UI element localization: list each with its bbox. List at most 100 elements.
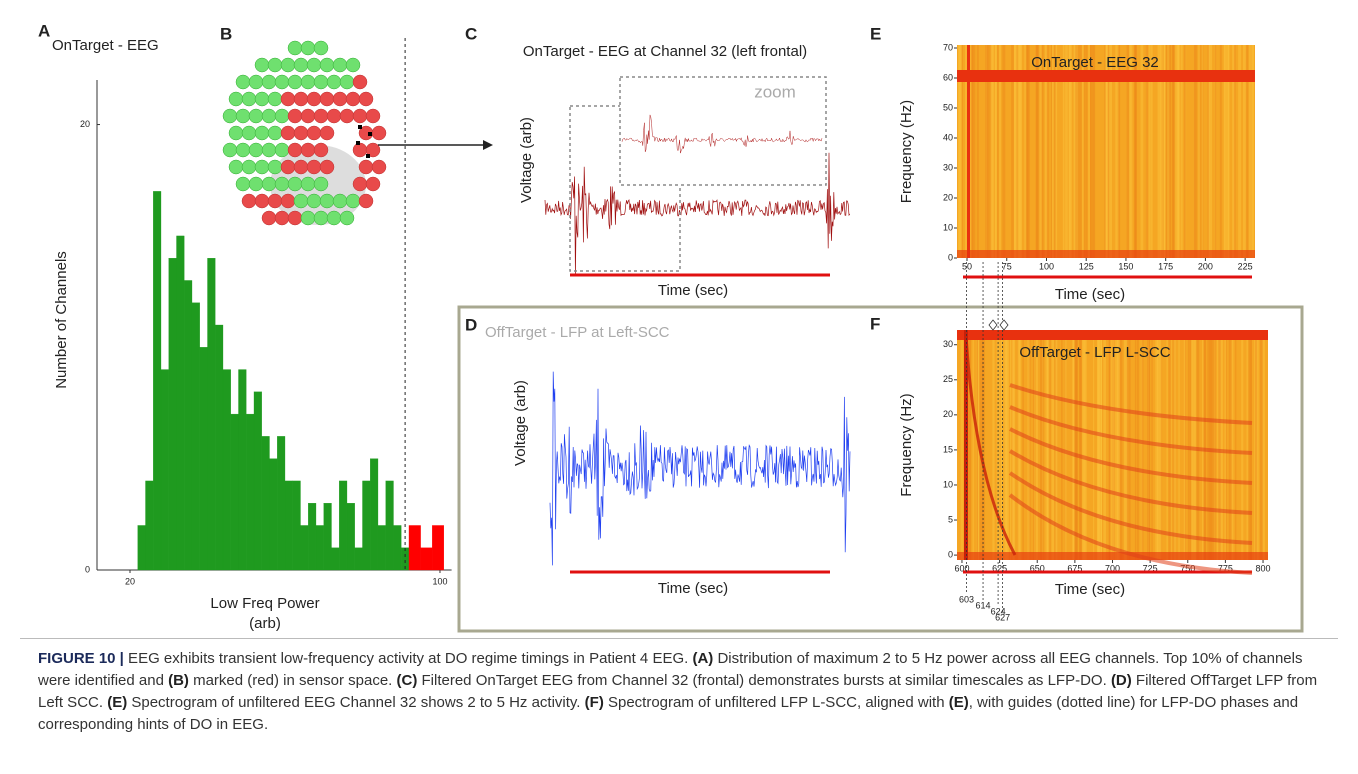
panel-title: OffTarget - LFP at Left-SCC <box>485 324 670 341</box>
x-tick-label: 20 <box>125 576 135 586</box>
spectrogram-texture <box>960 330 964 560</box>
spectrogram-texture <box>991 45 995 258</box>
spectrogram-texture <box>1014 45 1016 258</box>
spectrogram-texture <box>1062 45 1065 258</box>
caption-bold: (D) <box>1110 672 1132 689</box>
caption-text: marked (red) in sensor space. <box>188 672 397 689</box>
spectrogram-texture <box>1034 330 1036 560</box>
electrode <box>365 108 381 124</box>
spectrogram-texture <box>986 45 990 258</box>
x-tick-label: 125 <box>1079 261 1094 271</box>
spectrogram-texture <box>1004 330 1008 560</box>
electrode <box>371 125 387 141</box>
spectrogram-texture <box>1088 45 1091 258</box>
electrode-marker <box>368 132 372 136</box>
electrode <box>241 159 257 175</box>
spectrogram-texture <box>1165 45 1169 258</box>
electrode <box>261 74 277 90</box>
caption-text: Filtered OffTarget LFP from Left SCC. <box>38 672 1318 711</box>
electrode <box>228 125 244 141</box>
y-axis-label: Frequency (Hz) <box>898 100 915 203</box>
histogram-bar <box>191 302 200 571</box>
spectrogram-texture <box>1065 45 1068 258</box>
zoom-box <box>619 76 827 186</box>
spectrogram-texture <box>1225 330 1227 560</box>
electrode <box>358 91 374 107</box>
eeg-trace <box>544 152 851 276</box>
spectrogram-texture <box>1196 330 1199 560</box>
electrode <box>332 193 348 209</box>
electrode <box>222 108 238 124</box>
spectrogram-texture <box>964 45 968 258</box>
spectrogram-texture <box>1227 45 1230 258</box>
spectrogram-texture <box>1092 45 1095 258</box>
spectrogram-texture <box>972 330 974 560</box>
caption-text: Spectrogram of unfiltered LFP L-SCC, ali… <box>603 694 949 711</box>
spectrogram-texture <box>1209 45 1213 258</box>
electrode <box>254 91 270 107</box>
spectrogram-texture <box>1107 45 1110 258</box>
spectrogram-texture <box>1053 45 1056 258</box>
spectrogram-texture <box>1261 330 1265 560</box>
spectrogram-texture <box>1126 45 1130 258</box>
spectrogram-texture <box>1026 45 1029 258</box>
spectrogram-texture <box>1035 45 1038 258</box>
electrode <box>267 159 283 175</box>
electrode <box>267 193 283 209</box>
histogram-bar <box>370 458 379 571</box>
spectrogram-texture <box>1055 330 1058 560</box>
spectrogram-texture <box>1177 45 1181 258</box>
spectrogram-texture <box>1180 45 1183 258</box>
spectrogram-texture <box>995 45 997 258</box>
spectrogram-texture <box>1128 330 1131 560</box>
x-tick-label: 800 <box>1256 563 1271 573</box>
electrode <box>352 74 368 90</box>
histogram-bar <box>331 547 340 571</box>
spectrogram-texture <box>997 330 1000 560</box>
electrode <box>228 159 244 175</box>
histogram-bar <box>261 436 270 571</box>
electrode <box>358 159 374 175</box>
x-tick-label: 700 <box>1105 563 1120 573</box>
electrode <box>326 74 342 90</box>
spectrogram-texture <box>1178 330 1180 560</box>
spectrogram-texture <box>1100 330 1103 560</box>
caption-bold: (F) <box>584 694 604 711</box>
histogram-bar <box>346 503 355 571</box>
spectrogram-texture <box>1247 330 1250 560</box>
x-tick-label: 100 <box>432 576 447 586</box>
spectrogram-texture <box>1017 330 1020 560</box>
harmonic <box>1009 427 1253 485</box>
spectrogram-texture <box>1198 330 1200 560</box>
harmonic <box>1008 493 1253 575</box>
panel-label: D <box>465 315 477 334</box>
electrode <box>293 91 309 107</box>
x-tick-label: 75 <box>1002 261 1012 271</box>
electrode <box>235 176 251 192</box>
y-tick-label: 10 <box>943 479 953 489</box>
lfp-trace <box>549 371 851 566</box>
histogram-bar <box>215 324 224 571</box>
electrode-marker <box>366 154 370 158</box>
spectrogram-texture <box>1027 45 1030 258</box>
y-tick-label: 0 <box>948 549 953 559</box>
x-tick-label: 175 <box>1158 261 1173 271</box>
spectrogram-texture <box>1191 330 1193 560</box>
electrode <box>300 176 316 192</box>
caption-text: Filtered OnTarget EEG from Channel 32 (f… <box>417 672 1111 689</box>
electrode <box>313 210 329 226</box>
spectrogram-texture <box>1093 330 1095 560</box>
spectrogram-texture <box>1194 45 1198 258</box>
y-tick-label: 50 <box>943 102 953 112</box>
panel-label: E <box>870 24 881 43</box>
spectrogram-texture <box>1077 45 1079 258</box>
x-axis-label: Time (sec) <box>1055 286 1125 303</box>
spectrogram-texture <box>1117 45 1121 258</box>
electrode <box>293 159 309 175</box>
histogram-bar <box>137 525 146 571</box>
y-tick-label: 20 <box>80 119 90 129</box>
electrode <box>293 193 309 209</box>
spectrogram-texture <box>1168 45 1171 258</box>
electrode <box>300 108 316 124</box>
